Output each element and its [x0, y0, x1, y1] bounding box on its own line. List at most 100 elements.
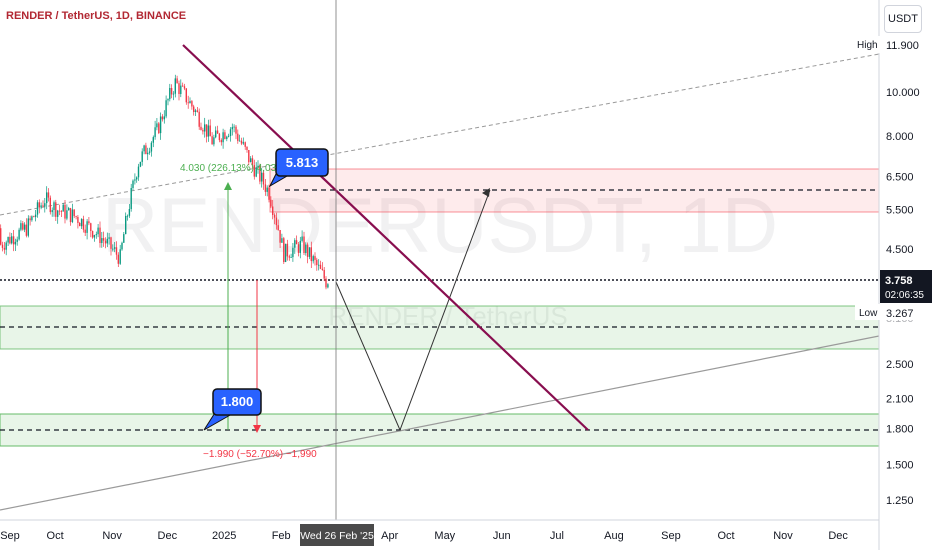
time-tick-5: Feb — [272, 530, 291, 542]
candle-body — [27, 218, 29, 236]
candle-body — [207, 125, 210, 137]
candle-body — [299, 240, 301, 253]
candle-body — [91, 231, 94, 238]
candle-body — [284, 243, 287, 262]
projection-path[interactable] — [335, 189, 491, 432]
candle-body — [53, 202, 55, 210]
candle-body — [204, 124, 206, 132]
dashed-resistance-line[interactable] — [0, 53, 880, 216]
candle-body — [46, 192, 48, 204]
candle-body — [130, 188, 132, 209]
candle-body — [20, 223, 22, 230]
candle-body — [272, 206, 274, 215]
candle-body — [273, 214, 276, 218]
low-value-bg — [881, 305, 929, 320]
candle-body — [75, 216, 77, 217]
candle-body — [180, 85, 182, 94]
time-tick-12: Oct — [717, 530, 734, 542]
candle-body — [205, 124, 208, 137]
candle-body — [167, 99, 169, 101]
target-callout[interactable] — [212, 388, 262, 416]
price-tick-7: 1.800 — [886, 424, 914, 436]
candle-body — [156, 123, 158, 128]
low-tag — [855, 304, 881, 320]
candle-body — [316, 259, 318, 266]
candle-body — [277, 225, 279, 231]
crosshair-time-tag — [300, 524, 374, 546]
time-tick-14: Dec — [828, 530, 848, 542]
candle-body — [211, 136, 213, 145]
candle-body — [261, 172, 263, 182]
candle-body — [290, 257, 292, 258]
candle-body — [44, 203, 46, 207]
price-tick-6: 2.100 — [886, 393, 914, 405]
time-tick-2: Nov — [102, 530, 122, 542]
candle-body — [275, 217, 278, 226]
candle-body — [323, 270, 325, 279]
candle-body — [294, 240, 296, 248]
candle-body — [95, 234, 97, 236]
target-callout-text: 1.800 — [221, 394, 254, 409]
candle-body — [310, 247, 312, 262]
candle-body — [93, 235, 96, 238]
candle-body — [251, 158, 254, 166]
candle-body — [137, 166, 140, 178]
price-tick-8: 1.500 — [886, 459, 914, 471]
candle-body — [99, 227, 101, 243]
candle-body — [23, 224, 26, 230]
candle-body — [259, 165, 261, 182]
candle-body — [238, 140, 241, 142]
candle-body — [227, 135, 230, 137]
candle-body — [147, 152, 149, 155]
candle-body — [16, 239, 18, 242]
candle-body — [115, 247, 118, 255]
candle-body — [312, 256, 314, 262]
candle-body — [220, 140, 222, 143]
candle-body — [306, 244, 309, 257]
candle-body — [148, 151, 151, 153]
candle-body — [235, 126, 237, 134]
candle-body — [121, 242, 123, 250]
candle-body — [139, 161, 142, 167]
candle-body — [12, 236, 15, 245]
candle-body — [68, 208, 70, 211]
price-tick-4: 4.500 — [886, 244, 914, 256]
lower-measure-arrowhead — [253, 425, 261, 433]
long-support-line[interactable] — [0, 335, 880, 511]
candle-body — [1, 244, 4, 248]
candle-body — [25, 224, 28, 236]
price-tick-2: 6.500 — [886, 172, 914, 184]
candle-body — [253, 165, 255, 177]
candle-body — [170, 88, 173, 95]
candle-body — [134, 179, 136, 181]
candle-body — [84, 229, 86, 233]
candle-body — [264, 184, 267, 192]
candle-body — [303, 236, 305, 253]
price-axis[interactable]: 10.000 8.000 6.500 5.500 4.500 2.500 2.100 1.80… — [886, 87, 920, 507]
candle-body — [182, 85, 184, 87]
candle-body — [240, 140, 243, 144]
candle-body — [185, 88, 187, 103]
candle-body — [47, 192, 50, 198]
candle-body — [159, 116, 162, 134]
time-axis[interactable]: Sep Oct Nov Dec 2025 Feb Apr May Jun Jul Aug Sep Oct… — [0, 530, 848, 542]
resistance-callout[interactable] — [275, 148, 329, 177]
candle-body — [172, 93, 175, 95]
candle-body — [250, 158, 252, 163]
lower-measure-label: −1.990 (−52.70%) −1,990 — [203, 449, 317, 460]
candle-body — [112, 248, 114, 250]
candle-body — [97, 227, 99, 235]
currency-unit-button[interactable]: USDT — [884, 5, 922, 33]
time-tick-11: Sep — [661, 530, 681, 542]
downtrend-line[interactable] — [182, 44, 589, 431]
candle-body — [117, 254, 119, 264]
candle-body — [33, 216, 35, 218]
candle-body — [49, 197, 51, 213]
candle-body — [22, 223, 24, 230]
candle-body — [237, 133, 239, 141]
candle-body — [77, 217, 79, 223]
candle-body — [57, 210, 59, 217]
current-price-value: 3.758 — [885, 275, 913, 287]
candle-body — [119, 249, 121, 264]
